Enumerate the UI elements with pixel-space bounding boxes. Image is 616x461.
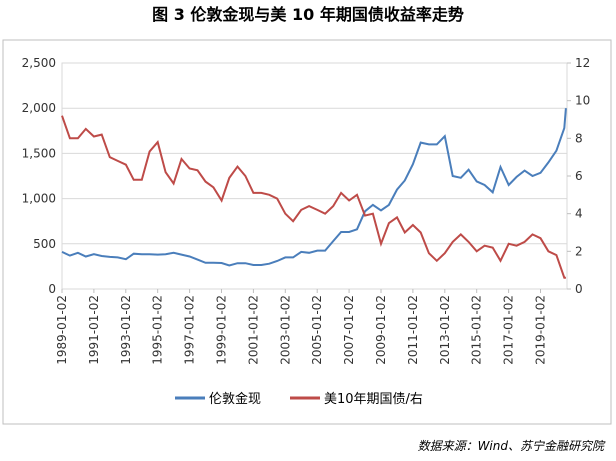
y-tick-label: 1,000	[22, 192, 56, 206]
y2-tick-label: 2	[575, 244, 583, 258]
y2-tick-label: 12	[575, 56, 590, 70]
series-line	[61, 115, 566, 279]
x-tick-label: 2007-01-02	[342, 295, 356, 365]
y-tick-label: 2,500	[22, 56, 56, 70]
x-tick-label: 1999-01-02	[214, 295, 228, 365]
x-tick-label: 2003-01-02	[278, 295, 292, 365]
x-tick-label: 2019-01-02	[533, 295, 547, 365]
series-line	[61, 108, 567, 267]
chart-frame	[2, 39, 612, 425]
y-tick-label: 0	[48, 282, 56, 296]
x-tick-label: 1993-01-02	[119, 295, 133, 365]
legend-label: 美10年期国债/右	[324, 392, 423, 407]
y2-tick-label: 6	[575, 169, 583, 183]
x-tick-label: 1995-01-02	[151, 295, 165, 365]
x-tick-label: 2015-01-02	[470, 295, 484, 365]
x-tick-label: 2011-01-02	[406, 295, 420, 365]
chart-title: 图 3 伦敦金现与美 10 年期国债收益率走势	[152, 5, 464, 24]
y2-tick-label: 4	[575, 207, 583, 221]
x-tick-label: 1991-01-02	[87, 295, 101, 365]
x-tick-label: 2013-01-02	[438, 295, 452, 365]
x-tick-label: 2005-01-02	[310, 295, 324, 365]
y-tick-label: 1,500	[22, 146, 56, 160]
legend-label: 伦敦金现	[209, 391, 261, 407]
source-note: 数据来源：Wind、苏宁金融研究院	[418, 439, 606, 453]
x-tick-label: 2001-01-02	[246, 295, 260, 365]
x-tick-label: 1997-01-02	[183, 295, 197, 365]
x-tick-label: 2017-01-02	[502, 295, 516, 365]
x-tick-label: 1989-01-02	[55, 295, 69, 365]
y-tick-label: 500	[33, 237, 56, 251]
y2-tick-label: 10	[575, 94, 590, 108]
x-tick-label: 2009-01-02	[374, 295, 388, 365]
plot-area	[61, 62, 568, 290]
y2-tick-label: 0	[575, 282, 583, 296]
y2-tick-label: 8	[575, 131, 583, 145]
y-tick-label: 2,000	[22, 101, 56, 115]
